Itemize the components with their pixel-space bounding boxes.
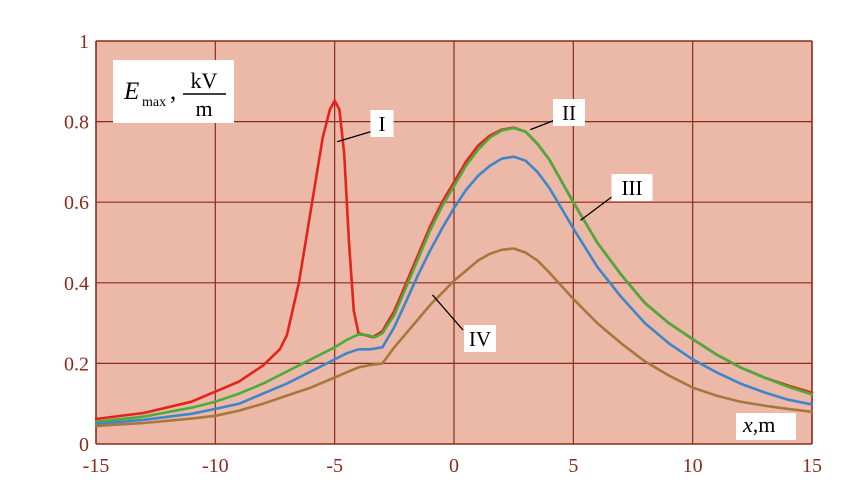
x-label-italic: x [742, 412, 753, 437]
x-axis-label: x,m [736, 412, 796, 440]
y-tick-label: 1 [79, 31, 89, 53]
callout-leader-IV [432, 294, 464, 331]
series-line-III [94, 155, 814, 426]
x-tick-label: -5 [326, 455, 343, 477]
x-tick-label: 0 [449, 455, 459, 477]
series-lines [94, 99, 814, 428]
series-line-II [94, 126, 814, 424]
callout-label-I: I [379, 112, 386, 136]
x-tick-label: -10 [202, 455, 229, 477]
y-tick-label: 0.4 [64, 273, 89, 295]
callout-label-III: III [622, 176, 643, 200]
y-tick-label: 0 [79, 434, 89, 456]
y-axis-label: E max , kV m [113, 60, 234, 123]
callout-box-IV [464, 325, 496, 352]
x-tick-label: 5 [568, 455, 578, 477]
x-tick-label: -15 [83, 455, 110, 477]
callout-label-IV: IV [469, 327, 491, 351]
x-tick-label: 15 [802, 455, 822, 477]
tick-labels: -15 -10 -5 0 5 10 15 0 0.2 0.4 0.6 0.8 1 [64, 31, 822, 477]
y-tick-label: 0.2 [64, 353, 89, 375]
y-label-sep: , [170, 78, 176, 105]
y-label-unit-den: m [195, 96, 212, 121]
grid [95, 40, 813, 445]
x-label-rest: ,m [753, 412, 776, 437]
callout-label-II: II [562, 101, 576, 125]
y-tick-label: 0.8 [64, 112, 89, 134]
callout-leader-II [530, 119, 556, 131]
y-tick-label: 0.6 [64, 192, 89, 214]
x-axis-label-box [736, 413, 796, 440]
y-label-base: E [123, 78, 139, 105]
y-axis-label-box [113, 60, 234, 123]
x-tick-label: 10 [683, 455, 703, 477]
y-label-unit-num: kV [191, 68, 218, 93]
callout-box-II [553, 99, 585, 126]
callout-box-III [611, 174, 653, 201]
callout-leader-III [580, 195, 614, 221]
callout-leader-I [336, 130, 374, 143]
series-line-IV [94, 247, 814, 428]
callout-box-I [370, 110, 394, 137]
svg-text:x,m: x,m [742, 412, 775, 437]
y-label-sub: max [142, 95, 166, 110]
